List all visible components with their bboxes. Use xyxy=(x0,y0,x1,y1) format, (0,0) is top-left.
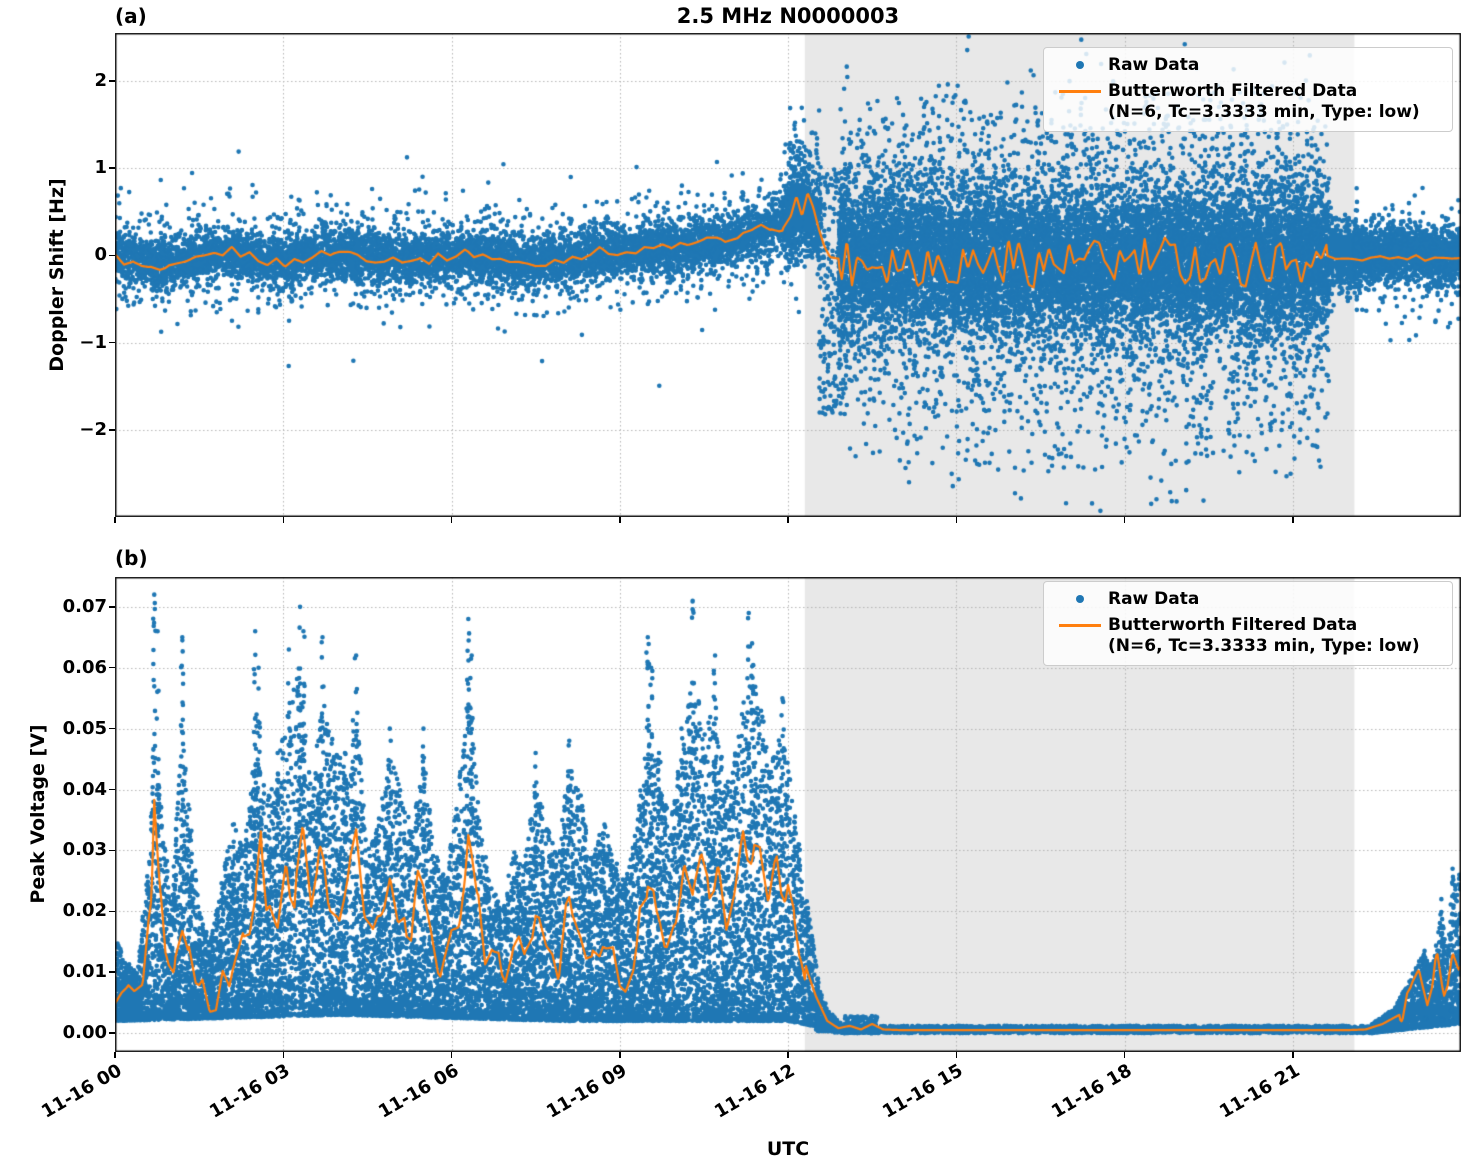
y-tick-mark xyxy=(109,727,115,730)
legend-entry-filtered: Butterworth Filtered Data (N=6, Tc=3.333… xyxy=(1052,81,1444,123)
x-tick-mark xyxy=(1292,1052,1294,1058)
y-tick-mark xyxy=(109,429,115,431)
panel-label-a: (a) xyxy=(115,4,147,28)
x-tick-mark xyxy=(282,517,284,523)
y-tick-label: −2 xyxy=(79,418,107,440)
y-tick-label: 0.05 xyxy=(62,717,107,739)
y-tick-mark xyxy=(109,849,115,852)
y-tick-mark xyxy=(109,666,115,669)
y-tick-mark xyxy=(109,80,115,82)
y-tick-mark xyxy=(109,167,115,169)
chart-title: 2.5 MHz N0000003 xyxy=(676,4,900,28)
y-tick-label: −1 xyxy=(79,331,107,353)
x-tick-label: 11-16 00 xyxy=(38,1060,126,1123)
raw-data-marker-icon xyxy=(1052,589,1108,603)
x-tick-mark xyxy=(1123,517,1126,523)
y-tick-label: 0.06 xyxy=(62,656,107,678)
raw-data-marker-icon xyxy=(1052,55,1108,69)
legend-entry-raw: Raw Data xyxy=(1052,589,1444,610)
x-tick-mark xyxy=(619,1052,621,1058)
x-tick-label: 11-16 21 xyxy=(1215,1060,1304,1123)
y-axis-label-voltage: Peak Voltage [V] xyxy=(27,724,49,904)
filtered-line-marker-icon xyxy=(1052,615,1108,627)
legend-raw-label: Raw Data xyxy=(1108,589,1200,609)
x-axis-label-utc: UTC xyxy=(766,1138,810,1160)
y-tick-label: 2 xyxy=(94,69,107,91)
y-tick-label: 0.02 xyxy=(62,900,107,922)
x-tick-label: 11-16 09 xyxy=(542,1060,631,1123)
legend-raw-label: Raw Data xyxy=(1108,55,1200,75)
y-tick-label: 1 xyxy=(94,157,107,179)
legend-filtered-label: Butterworth Filtered Data (N=6, Tc=3.333… xyxy=(1108,81,1420,122)
y-tick-label: 0.03 xyxy=(62,839,107,861)
x-tick-label: 11-16 03 xyxy=(206,1060,294,1123)
legend-filtered-label: Butterworth Filtered Data (N=6, Tc=3.333… xyxy=(1108,615,1420,656)
x-tick-mark xyxy=(1292,517,1294,523)
legend-voltage: Raw Data Butterworth Filtered Data (N=6,… xyxy=(1043,581,1453,666)
y-tick-label: 0.07 xyxy=(62,595,107,617)
x-tick-mark xyxy=(787,517,789,523)
y-tick-mark xyxy=(109,971,115,973)
y-tick-mark xyxy=(109,254,115,257)
panel-label-b: (b) xyxy=(115,546,148,570)
legend-doppler: Raw Data Butterworth Filtered Data (N=6,… xyxy=(1043,47,1453,132)
legend-entry-filtered: Butterworth Filtered Data (N=6, Tc=3.333… xyxy=(1052,615,1444,657)
y-tick-label: 0 xyxy=(94,244,107,266)
x-tick-mark xyxy=(1123,1052,1126,1058)
x-tick-label: 11-16 12 xyxy=(711,1060,799,1123)
x-tick-mark xyxy=(955,517,957,523)
x-tick-mark xyxy=(955,1052,957,1058)
y-tick-mark xyxy=(109,788,115,791)
filtered-line-marker-icon xyxy=(1052,81,1108,93)
y-tick-label: 0.04 xyxy=(62,778,107,800)
x-tick-mark xyxy=(450,1052,453,1058)
x-tick-mark xyxy=(787,1052,789,1058)
x-tick-mark xyxy=(114,1052,116,1058)
y-tick-mark xyxy=(109,910,115,913)
y-tick-label: 0.00 xyxy=(62,1022,107,1044)
y-tick-mark xyxy=(109,606,115,608)
x-tick-mark xyxy=(619,517,621,523)
x-tick-label: 11-16 18 xyxy=(1047,1060,1135,1123)
x-tick-label: 11-16 15 xyxy=(879,1060,967,1123)
x-tick-mark xyxy=(282,1052,284,1058)
x-tick-label: 11-16 06 xyxy=(374,1060,462,1123)
y-tick-mark xyxy=(109,1032,115,1034)
x-tick-mark xyxy=(114,517,116,523)
legend-entry-raw: Raw Data xyxy=(1052,55,1444,76)
y-tick-label: 0.01 xyxy=(62,961,107,983)
x-tick-mark xyxy=(450,517,453,523)
y-tick-mark xyxy=(109,341,115,344)
